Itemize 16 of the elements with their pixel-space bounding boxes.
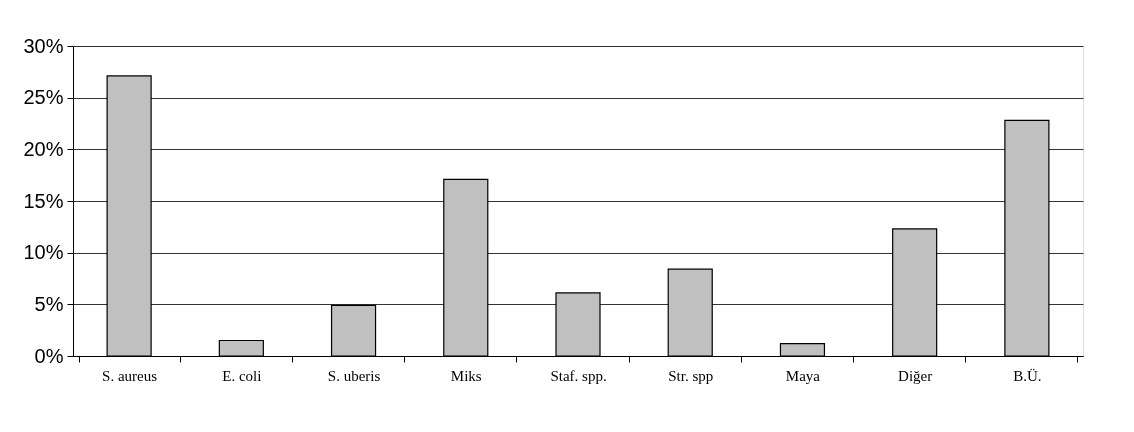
y-tick-label: 15% bbox=[23, 189, 64, 212]
y-tick-label: 20% bbox=[23, 137, 64, 160]
x-tick-label: Str. spp bbox=[668, 367, 714, 384]
y-tick-label: 10% bbox=[23, 241, 64, 264]
x-tick-label: S. uberis bbox=[327, 367, 381, 384]
x-tick-label: Miks bbox=[450, 367, 482, 384]
y-tick-label: 0% bbox=[34, 344, 64, 367]
x-tick-label: Staf. spp. bbox=[550, 367, 607, 384]
x-tick-label: S. aureus bbox=[102, 367, 158, 384]
y-tick-label: 5% bbox=[34, 292, 64, 315]
x-tick-label: E. coli bbox=[222, 367, 262, 384]
y-tick-label: 30% bbox=[23, 34, 64, 57]
x-tick-label: Diğer bbox=[898, 367, 933, 384]
x-tick-label: B.Ü. bbox=[1013, 367, 1042, 384]
x-tick-label: Maya bbox=[785, 367, 821, 384]
y-tick-label: 25% bbox=[23, 86, 64, 109]
